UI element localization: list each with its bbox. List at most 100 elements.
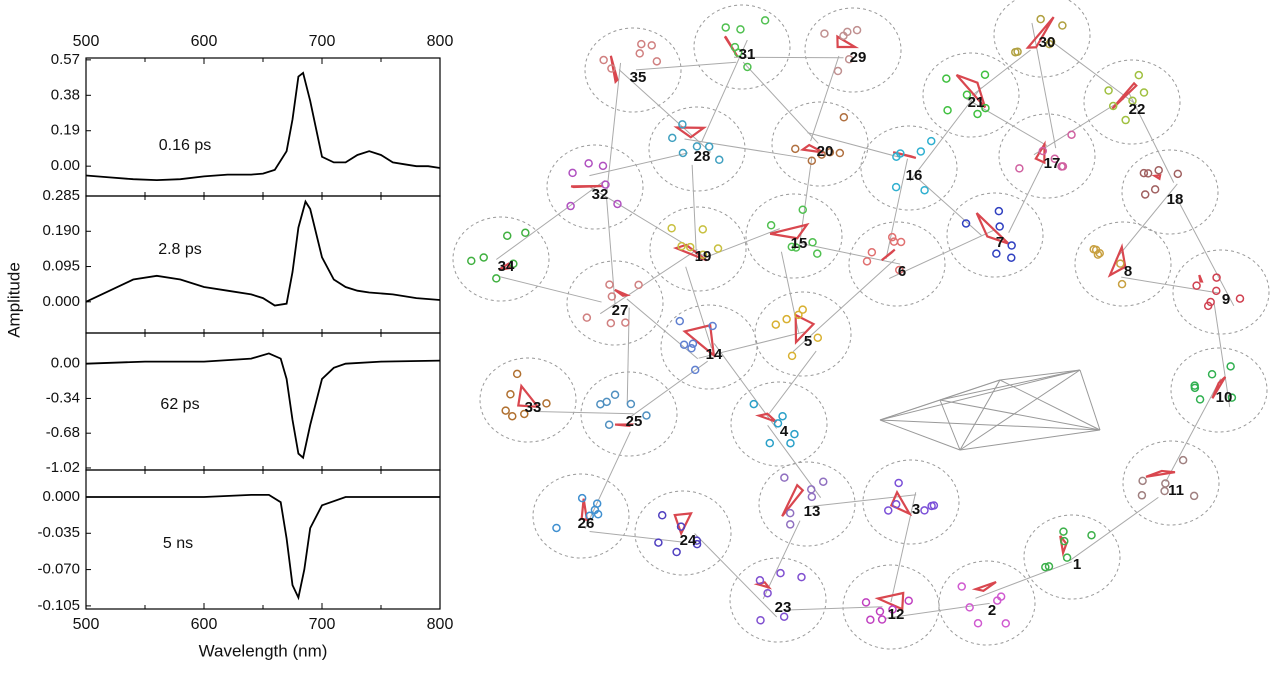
molecule-node — [678, 148, 688, 158]
cluster-label: 28 — [694, 148, 711, 165]
triangle-edges — [1107, 243, 1127, 278]
molecule-node — [1140, 190, 1150, 199]
edge — [879, 399, 941, 421]
edge — [879, 419, 961, 451]
cluster-label: 12 — [888, 606, 905, 623]
molecule-node — [962, 90, 972, 100]
triangle-edges — [794, 313, 816, 345]
molecule-node — [787, 351, 797, 361]
molecule-node — [1226, 362, 1235, 371]
x-tick-label: 500 — [73, 33, 100, 50]
edge — [939, 399, 961, 451]
cluster-outline — [729, 557, 827, 643]
y-tick-label: -0.035 — [37, 524, 80, 541]
triangle-edges — [673, 126, 707, 139]
molecule-node — [866, 615, 875, 625]
triangle-edges — [971, 580, 997, 592]
cluster-label: 20 — [817, 143, 834, 160]
triangle-edges — [570, 184, 604, 189]
molecule-node — [920, 185, 929, 195]
x-tick-label: 700 — [309, 616, 336, 633]
molecule-node — [613, 199, 622, 209]
cluster-outline — [479, 357, 577, 443]
cluster-outline — [860, 125, 958, 211]
molecule-node — [973, 619, 983, 628]
edge — [1165, 378, 1222, 482]
y-tick-label: 0.57 — [51, 51, 80, 68]
cluster-outline — [1172, 249, 1270, 335]
molecule-node — [584, 159, 593, 168]
molecule-node — [785, 520, 795, 529]
molecule-node — [606, 318, 616, 328]
molecule-node — [688, 339, 698, 348]
molecule-node — [916, 147, 926, 156]
cluster-label: 25 — [626, 413, 643, 430]
molecule-node — [996, 592, 1006, 601]
molecule-node — [798, 305, 807, 314]
molecule-node — [676, 522, 686, 531]
molecule-node — [704, 142, 714, 151]
molecule-node — [1212, 273, 1221, 282]
cluster-outline — [946, 192, 1044, 278]
edge — [631, 360, 708, 417]
molecule-node — [820, 29, 829, 38]
molecule-node — [708, 321, 717, 331]
edge — [879, 419, 1101, 431]
cluster-outline — [532, 473, 630, 559]
edge — [964, 97, 1048, 146]
molecule-node — [652, 57, 662, 66]
edge — [684, 138, 808, 159]
edge — [768, 350, 817, 414]
cluster-label: 7 — [996, 234, 1004, 251]
cluster-outline — [804, 7, 902, 93]
molecule-node — [867, 248, 877, 257]
molecule-node — [780, 473, 789, 482]
cluster-outline — [730, 381, 828, 467]
molecule-node — [667, 223, 676, 233]
molecule-node — [634, 280, 643, 290]
molecule-node — [1207, 369, 1217, 379]
edge — [694, 533, 778, 618]
triangle-edges — [1111, 81, 1138, 110]
cluster-outline — [862, 459, 960, 545]
cluster-outline — [771, 101, 869, 187]
edge — [599, 249, 698, 315]
triangle-edges — [755, 412, 777, 423]
molecule-node — [1117, 279, 1127, 289]
edge — [999, 369, 1081, 381]
molecule-node — [852, 25, 862, 35]
annotation: 5 ns — [163, 535, 193, 552]
molecule-node — [807, 492, 817, 502]
molecule-node — [672, 547, 681, 557]
cluster-outline — [754, 291, 852, 377]
y-tick-label: -0.68 — [46, 424, 80, 441]
molecule-node — [1137, 491, 1147, 500]
molecule-node — [749, 399, 759, 409]
molecule-node — [895, 265, 904, 275]
molecule-node — [891, 500, 901, 509]
edge — [1008, 158, 1046, 233]
edge — [808, 494, 917, 508]
molecule-node — [1038, 146, 1048, 156]
cluster-label: 13 — [804, 503, 821, 520]
molecule-node — [839, 113, 849, 122]
molecule-node — [1058, 162, 1068, 171]
annotation: 0.16 ps — [159, 137, 211, 154]
edge — [742, 61, 819, 144]
molecule-node — [961, 219, 971, 228]
molecule-node — [1139, 168, 1149, 178]
edge — [975, 561, 1072, 599]
y-tick-label: 0.000 — [42, 488, 80, 505]
cluster-label: 27 — [612, 302, 629, 319]
molecule-node — [825, 148, 835, 157]
molecule-node — [1121, 115, 1130, 125]
triangle-edges — [580, 498, 589, 522]
spectrum-line — [85, 199, 441, 307]
molecule-node — [675, 316, 685, 326]
molecule-node — [889, 237, 899, 246]
cluster-label: 22 — [1129, 101, 1146, 118]
molecule-node — [1013, 47, 1022, 56]
molecule-node — [771, 320, 781, 329]
